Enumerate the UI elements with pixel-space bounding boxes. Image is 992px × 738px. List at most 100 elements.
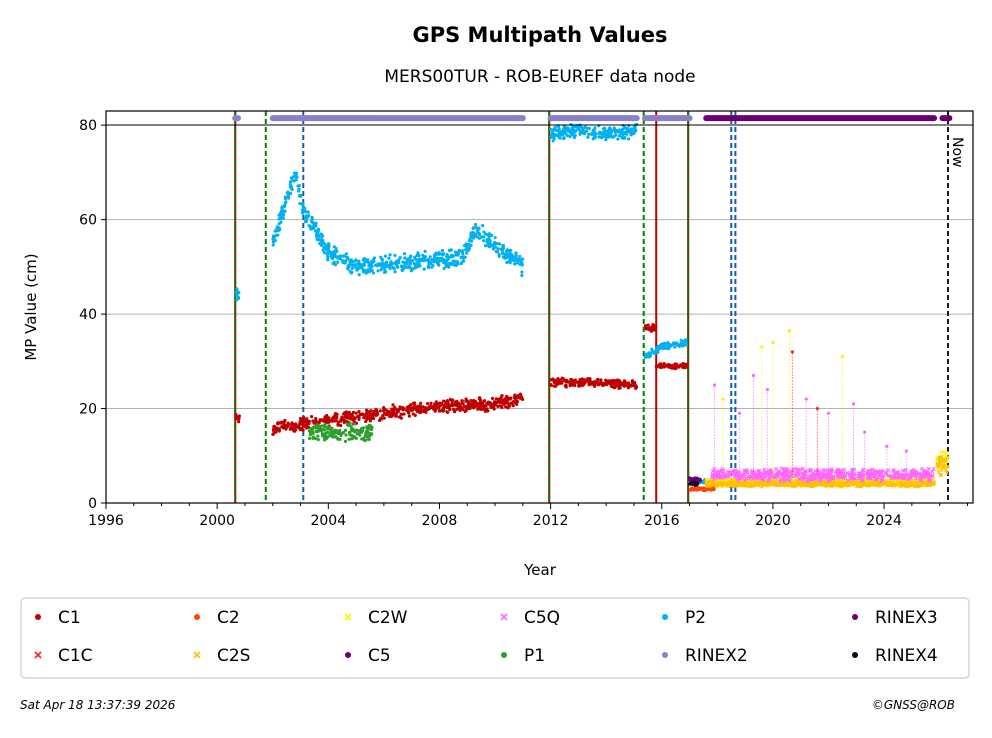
point-c1: [462, 404, 467, 408]
point-p1: [330, 435, 334, 439]
legend-marker-c2s: [193, 651, 201, 659]
point-p1: [357, 431, 361, 436]
outlier-point: [851, 402, 856, 406]
point-c1: [364, 419, 368, 424]
point-p2: [518, 254, 522, 259]
point-c1: [558, 378, 562, 383]
point-p2: [552, 132, 557, 136]
point-c2s: [810, 483, 815, 488]
point-p2: [508, 260, 512, 265]
point-c1: [360, 412, 364, 416]
point-p2: [701, 480, 705, 484]
point-p2: [442, 266, 446, 270]
point-c1: [378, 409, 383, 413]
point-c2s: [763, 482, 768, 487]
point-c5q: [774, 466, 779, 471]
point-p2: [400, 268, 404, 272]
point-c1: [410, 408, 414, 413]
legend-label-c1c: C1C: [58, 646, 93, 666]
point-p2: [380, 258, 385, 262]
point-c2s: [784, 482, 789, 487]
point-p2: [365, 270, 369, 275]
point-p2: [283, 209, 287, 213]
point-c5: [688, 477, 692, 481]
point-c2s: [730, 481, 735, 486]
point-p2: [417, 253, 421, 258]
point-p2: [361, 270, 365, 274]
point-c1: [609, 384, 614, 389]
point-p1: [367, 437, 371, 441]
point-p2: [683, 342, 687, 346]
x-tick-label: 2000: [199, 513, 235, 529]
point-p2: [560, 129, 564, 134]
point-c1: [428, 404, 433, 408]
point-c1: [501, 401, 505, 405]
point-c2s: [837, 480, 842, 485]
point-p2: [426, 264, 430, 268]
point-c1: [292, 429, 297, 433]
point-p2: [647, 355, 651, 359]
point-c1: [325, 413, 329, 418]
point-p2: [508, 251, 512, 255]
point-c5q: [775, 472, 780, 477]
point-c5: [693, 477, 697, 481]
point-p1: [325, 436, 329, 440]
point-p2: [372, 259, 376, 263]
point-c1: [520, 396, 524, 401]
point-p1: [326, 427, 330, 431]
point-c2s: [794, 481, 799, 486]
point-p2: [316, 227, 321, 231]
point-c2: [688, 488, 692, 492]
y-tick-label: 60: [79, 213, 97, 229]
point-c1: [572, 381, 576, 386]
point-p2: [577, 128, 582, 132]
point-c2: [711, 487, 715, 491]
point-c1: [496, 399, 501, 404]
point-p2: [632, 131, 636, 135]
point-c2s: [939, 454, 944, 459]
point-p2: [484, 232, 488, 236]
point-c1: [372, 411, 376, 415]
point-c2s: [849, 482, 854, 487]
point-p2: [401, 260, 405, 264]
outlier-point: [771, 340, 775, 345]
point-p2: [466, 248, 470, 252]
point-c1: [447, 404, 452, 408]
point-p2: [437, 263, 441, 267]
point-c1: [398, 405, 402, 409]
point-c5q: [931, 466, 936, 471]
point-p2: [357, 259, 361, 263]
point-p1: [360, 437, 364, 441]
point-c1: [344, 410, 348, 414]
point-c5q: [848, 476, 853, 481]
outlier-point: [737, 411, 742, 415]
point-p1: [345, 422, 349, 427]
point-p2: [326, 251, 330, 255]
point-c1: [511, 404, 515, 408]
point-c1: [647, 326, 651, 330]
point-p2: [295, 175, 299, 179]
legend-label-p2: P2: [685, 608, 706, 628]
point-p2: [485, 238, 489, 242]
point-p2: [326, 258, 330, 262]
point-p2: [623, 130, 627, 135]
point-p2: [387, 256, 391, 261]
point-c1: [234, 417, 239, 421]
point-c1: [560, 376, 564, 380]
point-p2: [341, 260, 345, 265]
point-c1: [455, 407, 459, 412]
point-c5q: [843, 472, 847, 477]
point-c5q: [821, 475, 826, 480]
point-c2: [703, 487, 707, 491]
point-c2s: [826, 483, 831, 488]
point-c1: [440, 401, 444, 406]
point-c5q: [797, 476, 802, 481]
point-c1: [394, 411, 398, 416]
point-p2: [603, 126, 607, 130]
point-p1: [353, 435, 357, 439]
point-c1: [374, 407, 378, 412]
x-tick-label: 2004: [310, 513, 346, 529]
point-p2: [422, 255, 427, 259]
point-c1: [499, 404, 503, 408]
point-p2: [589, 132, 594, 136]
